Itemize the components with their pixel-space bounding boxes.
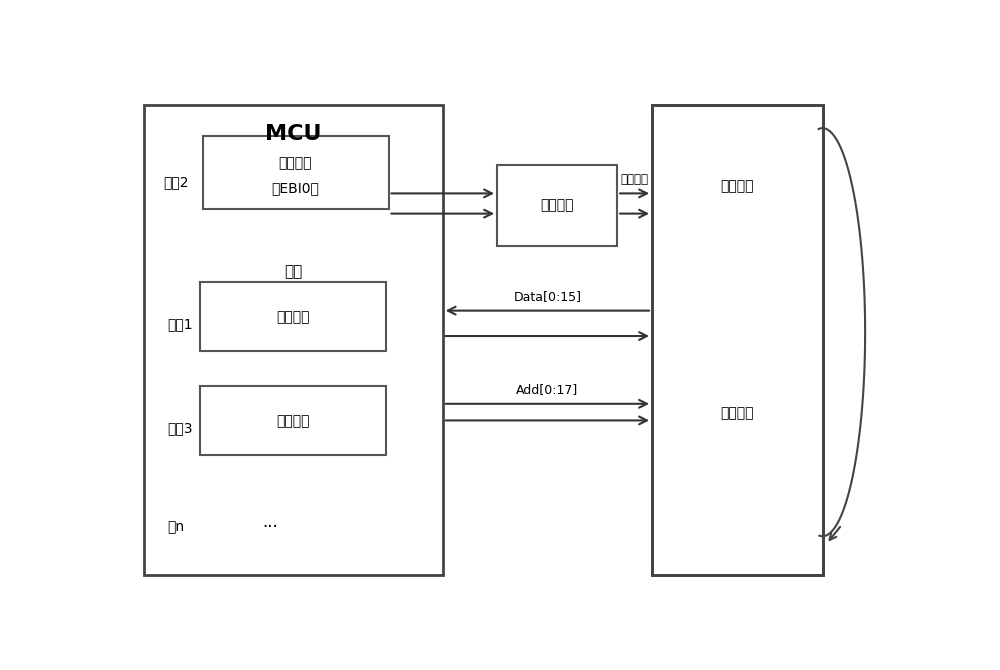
Text: 用户程序: 用户程序: [276, 310, 310, 324]
Bar: [497, 165, 617, 246]
Text: 线牨2: 线牨2: [164, 175, 189, 189]
Text: 诊断区域: 诊断区域: [720, 179, 754, 193]
Bar: [652, 105, 822, 575]
Text: 控制电路: 控制电路: [540, 198, 574, 212]
Text: （EBI0）: （EBI0）: [272, 182, 319, 196]
Bar: [652, 383, 822, 444]
Text: Add[0:17]: Add[0:17]: [516, 383, 578, 397]
Text: MCU: MCU: [265, 125, 322, 144]
Text: 线牨1: 线牨1: [168, 318, 193, 332]
Bar: [652, 105, 822, 155]
Bar: [154, 247, 433, 559]
Text: 线n: 线n: [168, 520, 185, 534]
Bar: [652, 444, 822, 575]
Bar: [652, 155, 822, 216]
Text: 拷贝数据: 拷贝数据: [720, 406, 754, 420]
Bar: [144, 105, 443, 575]
Bar: [652, 105, 822, 575]
Bar: [652, 267, 822, 383]
Text: 数据拷贝: 数据拷贝: [279, 157, 312, 171]
Text: 线牨3: 线牨3: [168, 421, 193, 436]
Text: 控制信号: 控制信号: [621, 173, 649, 186]
Text: 挂起: 挂起: [284, 265, 302, 279]
Text: 诊断程序: 诊断程序: [276, 414, 310, 427]
Bar: [200, 386, 386, 456]
Text: ···: ···: [262, 518, 278, 536]
Bar: [200, 282, 386, 352]
Bar: [652, 216, 822, 267]
Bar: [202, 136, 388, 209]
Text: Data[0:15]: Data[0:15]: [513, 290, 581, 304]
